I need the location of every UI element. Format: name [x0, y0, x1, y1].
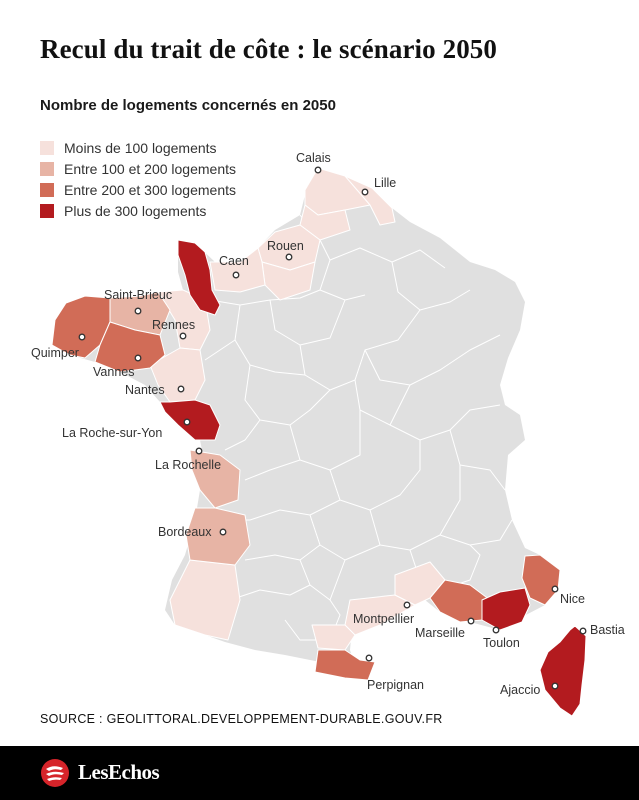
city-label-saint-brieuc: Saint-Brieuc — [104, 288, 172, 302]
city-label-bastia: Bastia — [590, 623, 625, 637]
city-label-nice: Nice — [560, 592, 585, 606]
city-marker-vannes — [134, 354, 142, 362]
city-marker-perpignan — [365, 654, 373, 662]
legend-label-2: Entre 100 et 200 logements — [64, 160, 237, 177]
city-marker-marseille — [467, 617, 475, 625]
city-marker-quimper — [78, 333, 86, 341]
city-marker-bordeaux — [219, 528, 227, 536]
legend-label-4: Plus de 300 logements — [64, 202, 207, 219]
legend-item-2: Entre 100 et 200 logements — [40, 158, 236, 179]
dept-gironde-south — [169, 559, 241, 641]
city-label-rennes: Rennes — [152, 318, 195, 332]
brand-logo-text: LesEchos — [78, 760, 160, 784]
footer-bar: LesEchos — [0, 746, 639, 800]
legend-swatch-3 — [40, 182, 54, 197]
map-subtitle: Nombre de logements concernés en 2050 — [40, 97, 336, 114]
city-label-la-roche-sur-yon: La Roche-sur-Yon — [62, 426, 162, 440]
city-label-quimper: Quimper — [31, 346, 79, 360]
dept-calvados — [209, 247, 266, 293]
dept-alpes-maritimes — [521, 554, 561, 606]
dept-var — [481, 587, 531, 631]
city-marker-rennes — [179, 332, 187, 340]
city-marker-saint-brieuc — [134, 307, 142, 315]
les-echos-logo-icon — [41, 759, 69, 787]
france-map: Calais Lille Rouen Caen Saint-Brieuc Ren… — [31, 151, 625, 717]
city-marker-la-roche-sur-yon — [183, 418, 191, 426]
city-label-perpignan: Perpignan — [367, 678, 424, 692]
city-label-ajaccio: Ajaccio — [500, 683, 540, 697]
legend-swatch-2 — [40, 161, 54, 176]
dept-loire-atlantique — [149, 347, 206, 403]
city-marker-caen — [232, 271, 240, 279]
legend-item-3: Entre 200 et 300 logements — [40, 179, 236, 200]
city-label-nantes: Nantes — [125, 383, 165, 397]
city-label-caen: Caen — [219, 254, 249, 268]
city-marker-lille — [361, 188, 369, 196]
city-labels: Calais Lille Rouen Caen Saint-Brieuc Ren… — [31, 151, 625, 697]
city-marker-nice — [551, 585, 559, 593]
dept-aude — [311, 624, 356, 651]
city-marker-nantes — [177, 385, 185, 393]
dept-pyrenees-orientales — [314, 649, 376, 681]
legend-item-1: Moins de 100 logements — [40, 137, 236, 158]
city-markers — [78, 166, 587, 690]
city-marker-rouen — [285, 253, 293, 261]
city-label-montpellier: Montpellier — [353, 612, 414, 626]
legend: Moins de 100 logements Entre 100 et 200 … — [40, 137, 236, 221]
city-marker-bastia — [579, 627, 587, 635]
city-marker-toulon — [492, 626, 500, 634]
city-label-lille: Lille — [374, 176, 396, 190]
legend-swatch-1 — [40, 140, 54, 155]
city-label-calais: Calais — [296, 151, 331, 165]
city-label-toulon: Toulon — [483, 636, 520, 650]
source-note: SOURCE : GEOLITTORAL.DEVELOPPEMENT-DURAB… — [40, 712, 443, 726]
dept-finistere — [51, 295, 111, 359]
dept-nord — [344, 175, 396, 226]
dept-charente-maritime — [189, 449, 241, 509]
legend-label-1: Moins de 100 logements — [64, 139, 217, 156]
city-label-vannes: Vannes — [93, 365, 134, 379]
legend-item-4: Plus de 300 logements — [40, 200, 236, 221]
city-label-marseille: Marseille — [415, 626, 465, 640]
city-marker-ajaccio — [551, 682, 559, 690]
city-marker-calais — [314, 166, 322, 174]
dept-morbihan — [94, 321, 166, 373]
coastal-departments — [51, 167, 587, 717]
corsica-highlighted — [539, 625, 587, 717]
dept-gironde — [185, 507, 251, 566]
city-label-rouen: Rouen — [267, 239, 304, 253]
dept-manche — [177, 239, 221, 316]
legend-swatch-4 — [40, 203, 54, 218]
legend-label-3: Entre 200 et 300 logements — [64, 181, 237, 198]
city-marker-la-rochelle — [195, 447, 203, 455]
city-label-la-rochelle: La Rochelle — [155, 458, 221, 472]
dept-vendee — [159, 399, 221, 441]
page-title: Recul du trait de côte : le scénario 205… — [40, 34, 497, 64]
city-marker-montpellier — [403, 601, 411, 609]
city-label-bordeaux: Bordeaux — [158, 525, 212, 539]
